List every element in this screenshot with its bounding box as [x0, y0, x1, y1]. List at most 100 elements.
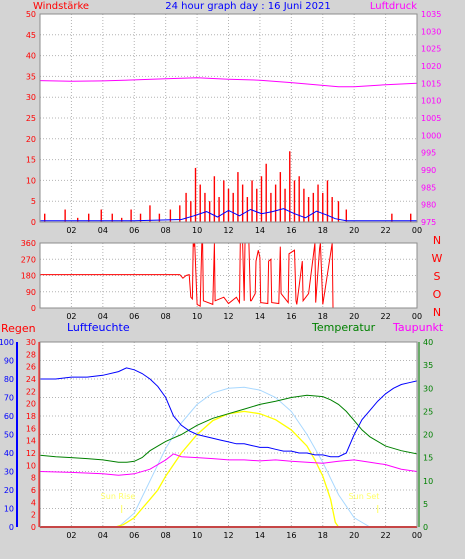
wind-y-tick-label: 25	[26, 114, 36, 123]
rain-y-tick-label: 14	[26, 437, 36, 446]
direction-y-tick-label: 0	[31, 304, 36, 313]
wind-left-axis-title: Windstärke	[33, 1, 89, 12]
rain-y-tick-label: 26	[26, 363, 36, 372]
humidity-axis-title: Luftfeuchte	[67, 321, 130, 334]
pressure-line	[39, 77, 418, 88]
dewpoint-axis-title: Taupunkt	[392, 321, 444, 334]
wind-y-tick-label: 20	[26, 135, 36, 144]
rain-y-tick-label: 18	[26, 412, 36, 421]
humidity-y-tick-label: 50	[4, 431, 14, 440]
compass-label: O	[433, 288, 442, 301]
climate-x-tick-label: 16	[286, 531, 296, 540]
direction-x-tick-label: 04	[98, 312, 108, 321]
pressure-y-tick-label: 1020	[421, 62, 441, 71]
pressure-y-tick-label: 985	[421, 183, 436, 192]
rain-y-tick-label: 30	[26, 338, 36, 347]
humidity-line	[40, 367, 418, 458]
direction-x-tick-label: 10	[192, 312, 202, 321]
dewpoint-line	[39, 453, 418, 476]
rain-y-tick-label: 20	[26, 400, 36, 409]
pressure-y-tick-label: 1005	[421, 114, 441, 123]
wind-x-tick-label: 04	[98, 226, 108, 235]
rain-axis-title: Regen	[1, 322, 36, 335]
pressure-y-tick-label: 995	[421, 149, 436, 158]
sunset-label: Sun Set	[349, 492, 380, 501]
pressure-y-tick-label: 1000	[421, 131, 441, 140]
humidity-y-tick-label: 100	[0, 338, 14, 347]
humidity-y-tick-label: 60	[4, 412, 14, 421]
direction-y-tick-label: 180	[21, 272, 36, 281]
pressure-right-axis-title: Luftdruck	[370, 1, 417, 12]
rain-y-tick-label: 22	[26, 387, 36, 396]
pressure-y-tick-label: 990	[421, 166, 436, 175]
temperature-y-tick-label: 25	[423, 407, 433, 416]
wind-y-tick-label: 50	[26, 10, 36, 19]
direction-y-tick-label: 270	[21, 255, 36, 264]
humidity-y-tick-label: 20	[4, 486, 14, 495]
direction-y-tick-label: 360	[21, 239, 36, 248]
wind-x-tick-label: 02	[66, 226, 76, 235]
direction-x-tick-label: 14	[255, 312, 265, 321]
chart-title: 24 hour graph day : 16 Juni 2021	[165, 1, 331, 12]
rain-y-tick-label: 12	[26, 449, 36, 458]
compass-label: N	[433, 234, 441, 247]
temperature-y-tick-label: 30	[423, 384, 433, 393]
wind-x-tick-label: 10	[192, 226, 202, 235]
humidity-y-tick-label: 30	[4, 468, 14, 477]
rain-y-tick-label: 6	[31, 486, 36, 495]
direction-y-tick-label: 90	[26, 288, 36, 297]
climate-x-tick-label: 04	[98, 531, 108, 540]
climate-x-tick-label: 02	[66, 531, 76, 540]
temperature-y-tick-label: 10	[423, 477, 433, 486]
direction-x-tick-label: 16	[286, 312, 296, 321]
compass-label: S	[434, 270, 441, 283]
wind-x-tick-label: 14	[255, 226, 265, 235]
climate-x-tick-label: 18	[318, 531, 328, 540]
wind-y-tick-label: 40	[26, 52, 36, 61]
axes-layer: 02 04 06 08 10 12 14 16 18 20 22 000510152025303540…	[0, 10, 443, 540]
humidity-y-tick-label: 0	[9, 523, 14, 532]
humidity-y-tick-label: 80	[4, 375, 14, 384]
compass-label: W	[432, 252, 443, 265]
temperature-y-tick-label: 20	[423, 431, 433, 440]
wind-direction-line	[40, 242, 417, 309]
direction-frame	[39, 242, 418, 309]
humidity-y-tick-label: 90	[4, 357, 14, 366]
wind-y-tick-label: 30	[26, 93, 36, 102]
humidity-y-tick-label: 10	[4, 505, 14, 514]
pressure-y-tick-label: 1015	[421, 79, 441, 88]
temperature-y-tick-label: 40	[423, 338, 433, 347]
wind-x-tick-label: 08	[161, 226, 171, 235]
temperature-axis-title: Temperatur	[311, 321, 376, 334]
wind-x-tick-label: 20	[349, 226, 359, 235]
rain-y-tick-label: 10	[26, 461, 36, 470]
direction-x-tick-label: 20	[349, 312, 359, 321]
wind-average-line	[40, 208, 417, 222]
pressure-y-tick-label: 1035	[421, 10, 441, 19]
wind-frame	[39, 13, 418, 223]
temperature-line	[39, 394, 418, 463]
direction-x-tick-label: 00	[412, 312, 422, 321]
solar-max-line	[118, 386, 371, 528]
wind-plot-area	[40, 14, 417, 222]
rain-y-tick-label: 4	[31, 498, 36, 507]
temperature-y-tick-label: 0	[423, 523, 428, 532]
wind-x-tick-label: 06	[129, 226, 139, 235]
wind-y-tick-label: 10	[26, 176, 36, 185]
climate-x-tick-label: 10	[192, 531, 202, 540]
wind-y-tick-label: 0	[31, 218, 36, 227]
climate-x-tick-label: 12	[223, 531, 233, 540]
climate-frame	[39, 341, 418, 528]
pressure-y-tick-label: 975	[421, 218, 436, 227]
direction-x-tick-label: 18	[318, 312, 328, 321]
wind-x-tick-label: 22	[380, 226, 390, 235]
direction-x-tick-label: 02	[66, 312, 76, 321]
humidity-y-tick-label: 70	[4, 394, 14, 403]
climate-x-tick-label: 08	[161, 531, 171, 540]
rain-y-tick-label: 8	[31, 474, 36, 483]
direction-x-tick-label: 06	[129, 312, 139, 321]
wind-y-tick-label: 15	[26, 156, 36, 165]
temperature-y-tick-label: 35	[423, 361, 433, 370]
